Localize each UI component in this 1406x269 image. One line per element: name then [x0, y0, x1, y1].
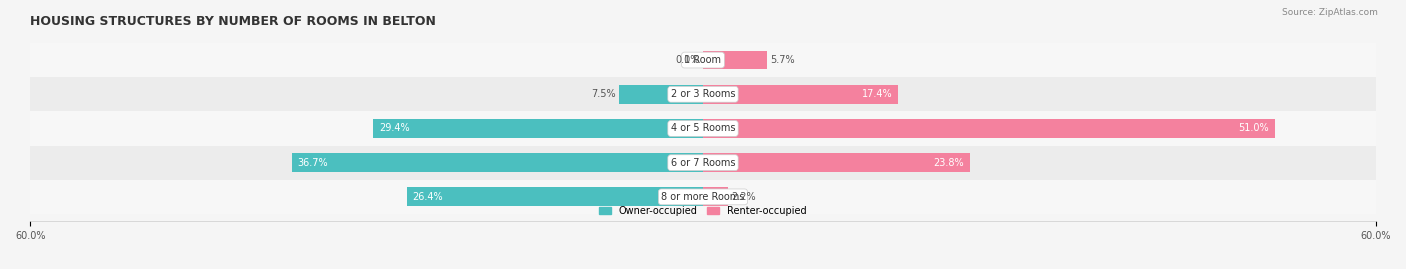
- Bar: [619, 85, 703, 104]
- Bar: [703, 85, 898, 104]
- Bar: [31, 111, 1375, 146]
- Text: 5.7%: 5.7%: [770, 55, 794, 65]
- Text: 8 or more Rooms: 8 or more Rooms: [661, 192, 745, 202]
- Text: 7.5%: 7.5%: [591, 89, 616, 99]
- Text: Source: ZipAtlas.com: Source: ZipAtlas.com: [1282, 8, 1378, 17]
- Bar: [703, 51, 766, 69]
- Bar: [703, 119, 1275, 138]
- Bar: [31, 180, 1375, 214]
- Bar: [703, 153, 970, 172]
- Text: 29.4%: 29.4%: [380, 123, 409, 133]
- Text: 2 or 3 Rooms: 2 or 3 Rooms: [671, 89, 735, 99]
- Bar: [31, 146, 1375, 180]
- Text: HOUSING STRUCTURES BY NUMBER OF ROOMS IN BELTON: HOUSING STRUCTURES BY NUMBER OF ROOMS IN…: [31, 15, 436, 28]
- Text: 0.0%: 0.0%: [675, 55, 700, 65]
- Text: 17.4%: 17.4%: [862, 89, 893, 99]
- Bar: [406, 187, 703, 206]
- Text: 2.2%: 2.2%: [731, 192, 755, 202]
- Legend: Owner-occupied, Renter-occupied: Owner-occupied, Renter-occupied: [596, 202, 810, 220]
- Text: 6 or 7 Rooms: 6 or 7 Rooms: [671, 158, 735, 168]
- Text: 1 Room: 1 Room: [685, 55, 721, 65]
- Text: 36.7%: 36.7%: [297, 158, 328, 168]
- Bar: [374, 119, 703, 138]
- Bar: [31, 43, 1375, 77]
- Text: 23.8%: 23.8%: [934, 158, 965, 168]
- Text: 26.4%: 26.4%: [412, 192, 443, 202]
- Text: 4 or 5 Rooms: 4 or 5 Rooms: [671, 123, 735, 133]
- Bar: [31, 77, 1375, 111]
- Text: 51.0%: 51.0%: [1239, 123, 1270, 133]
- Bar: [291, 153, 703, 172]
- Bar: [703, 187, 728, 206]
